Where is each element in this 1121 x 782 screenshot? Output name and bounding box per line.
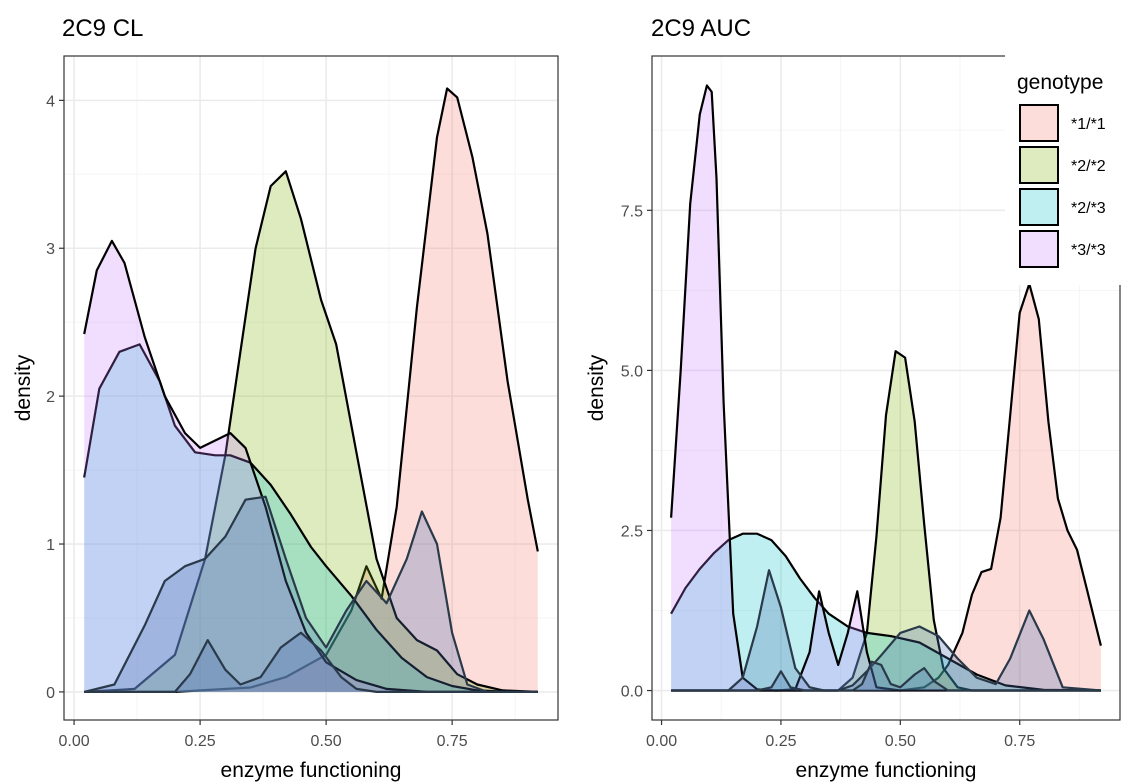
y-axis-label: density [12,354,35,421]
panel-title: 2C9 AUC [651,15,751,42]
panel-cl: 0.00 0.25 0.50 0.75 0 1 2 3 4 2C9 CL enzyme functi… [12,15,559,782]
density-area-1 [671,351,1101,691]
y-tick-label: 2 [46,389,55,406]
x-tick-label: 0.50 [311,733,342,750]
density-line-0 [671,282,1102,692]
legend-key-bg [1019,146,1059,184]
density-area-3 [84,240,538,692]
x-tick-label: 0.50 [885,733,916,750]
legend-key-swatch [1019,230,1059,268]
legend-item-label: *2/*2 [1071,158,1106,175]
density-line-5 [84,631,538,693]
panel-border [651,55,1121,721]
legend-key-bg [1019,104,1059,142]
x-axis-label: enzyme functioning [796,759,977,782]
legend-key-bg [1019,230,1059,268]
plot-background [64,56,558,720]
density-area-1 [84,171,538,692]
y-tick-label: 3 [46,241,55,258]
density-line-1 [84,170,538,693]
x-tick-label: 0.00 [646,733,677,750]
legend-key-bg [1019,188,1059,226]
y-axis-label: density [585,354,608,421]
panel-border [63,55,559,721]
y-tick-label: 7.5 [621,203,643,220]
density-line-1 [671,350,1101,692]
legend-title: genotype [1017,71,1103,94]
panel-title: 2C9 CL [62,15,143,42]
density-line-5 [671,660,1101,692]
legend-key-swatch [1019,188,1059,226]
legend-item-label: *1/*1 [1071,116,1106,133]
legend: genotype *1/*1 *2/*2 *2/*3 *3/*3 [1005,55,1121,285]
x-tick-label: 0.00 [59,733,90,750]
density-area-2 [84,344,538,692]
density-line-3 [83,239,538,693]
y-tick-label: 0.0 [621,684,643,701]
x-tick-label: 0.25 [765,733,796,750]
x-tick-label: 0.75 [1004,733,1035,750]
density-area-5 [84,632,538,692]
legend-item-label: *2/*3 [1071,200,1106,217]
x-axis-label: enzyme functioning [221,759,402,782]
y-tick-label: 1 [46,537,55,554]
legend-key-swatch [1019,104,1059,142]
density-line-2 [83,343,538,693]
x-tick-label: 0.75 [437,733,468,750]
density-line-3 [670,84,1101,692]
density-line-0 [84,87,539,693]
density-area-4 [84,496,538,692]
y-tick-label: 4 [46,93,55,110]
panel-auc: 0.00 0.25 0.50 0.75 0.0 2.5 5.0 7.5 2C9 AUC enzym… [585,15,1121,782]
legend-item-label: *3/*3 [1071,242,1106,259]
density-area-2 [671,533,1101,691]
legend-key-swatch [1019,146,1059,184]
density-area-0 [671,283,1101,691]
density-line-4 [83,495,538,693]
x-tick-label: 0.25 [185,733,216,750]
y-tick-label: 5.0 [621,363,643,380]
y-tick-label: 0 [46,685,55,702]
density-area-0 [84,88,538,692]
y-tick-label: 2.5 [621,523,643,540]
